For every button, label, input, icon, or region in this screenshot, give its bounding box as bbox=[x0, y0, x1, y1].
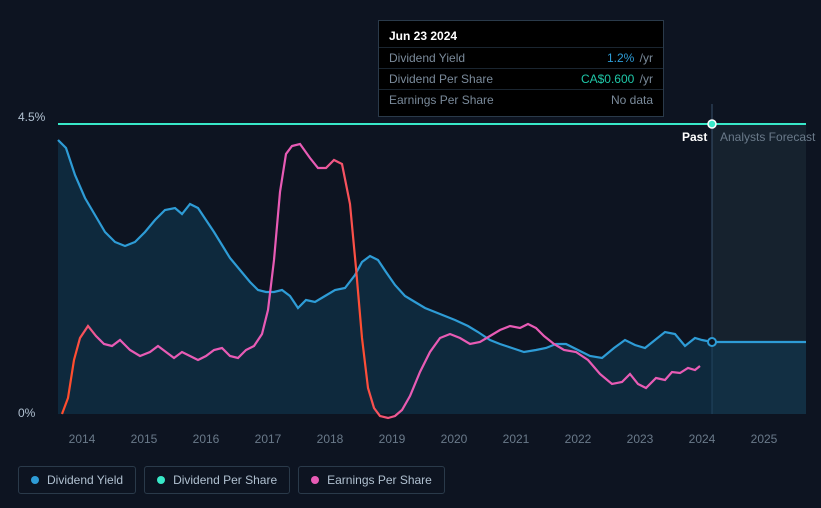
legend-label: Dividend Yield bbox=[47, 473, 123, 487]
tooltip-row-value: 1.2% /yr bbox=[607, 51, 653, 65]
tooltip-row-label: Dividend Per Share bbox=[389, 72, 493, 86]
tooltip-row-label: Earnings Per Share bbox=[389, 93, 494, 107]
legend-label: Earnings Per Share bbox=[327, 473, 432, 487]
legend-dot-icon bbox=[31, 476, 39, 484]
legend-dot-icon bbox=[157, 476, 165, 484]
y-axis-max-label: 4.5% bbox=[18, 110, 45, 124]
legend-dot-icon bbox=[311, 476, 319, 484]
legend-item-earnings-per-share[interactable]: Earnings Per Share bbox=[298, 466, 445, 494]
legend-item-dividend-yield[interactable]: Dividend Yield bbox=[18, 466, 136, 494]
x-axis-tick: 2022 bbox=[565, 432, 592, 446]
x-axis-tick: 2017 bbox=[255, 432, 282, 446]
tooltip-date: Jun 23 2024 bbox=[379, 27, 663, 47]
past-label: Past bbox=[682, 130, 707, 144]
tooltip-row-value: CA$0.600 /yr bbox=[581, 72, 653, 86]
dividend-yield-area bbox=[58, 140, 806, 414]
tooltip-row-value: No data bbox=[611, 93, 653, 107]
x-axis-tick: 2018 bbox=[317, 432, 344, 446]
x-axis-tick: 2016 bbox=[193, 432, 220, 446]
x-axis-tick: 2019 bbox=[379, 432, 406, 446]
x-axis-tick: 2024 bbox=[689, 432, 716, 446]
chart-container: Jun 23 2024 Dividend Yield1.2% /yrDivide… bbox=[0, 0, 821, 508]
tooltip-row: Earnings Per Share No data bbox=[379, 89, 663, 110]
x-axis-tick: 2023 bbox=[627, 432, 654, 446]
tooltip-row: Dividend Per Share CA$0.600 /yr bbox=[379, 68, 663, 89]
x-axis-tick: 2020 bbox=[441, 432, 468, 446]
legend-label: Dividend Per Share bbox=[173, 473, 277, 487]
x-axis-tick: 2025 bbox=[751, 432, 778, 446]
dividend-per-share-marker bbox=[708, 120, 716, 128]
tooltip-row-label: Dividend Yield bbox=[389, 51, 465, 65]
chart-legend: Dividend Yield Dividend Per Share Earnin… bbox=[18, 466, 445, 494]
x-axis-tick: 2015 bbox=[131, 432, 158, 446]
tooltip-row: Dividend Yield 1.2% /yr bbox=[379, 47, 663, 68]
analysts-forecast-label: Analysts Forecast bbox=[720, 130, 815, 144]
dividend-yield-marker bbox=[708, 338, 716, 346]
y-axis-min-label: 0% bbox=[18, 406, 35, 420]
legend-item-dividend-per-share[interactable]: Dividend Per Share bbox=[144, 466, 290, 494]
x-axis-tick: 2014 bbox=[69, 432, 96, 446]
x-axis-tick: 2021 bbox=[503, 432, 530, 446]
chart-tooltip: Jun 23 2024 Dividend Yield1.2% /yrDivide… bbox=[378, 20, 664, 117]
